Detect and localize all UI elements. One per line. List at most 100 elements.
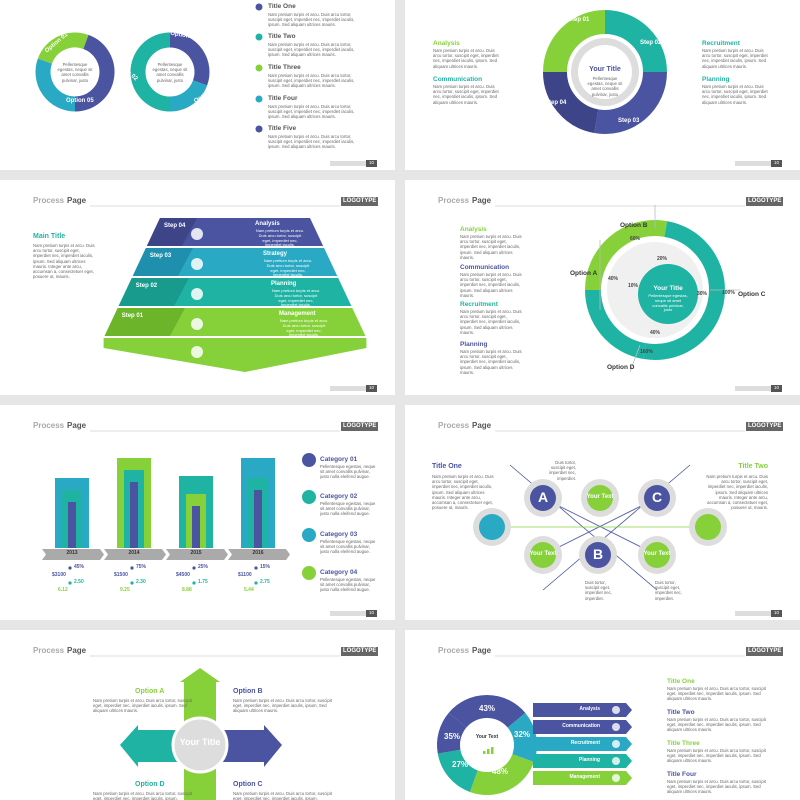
a-value: 2.50 — [74, 579, 84, 585]
item-body: Nam pretium turpis et arcu. Duis arcu to… — [667, 717, 766, 733]
percent-label: 100% — [722, 290, 735, 296]
node-label: A — [537, 489, 549, 505]
item-body: Nam pretium turpis et arcu. Duis arcu to… — [263, 258, 313, 278]
ring-segment — [604, 10, 667, 73]
item-body: Nam pretium turpis et arcu. Duis arcu to… — [268, 134, 355, 150]
pyramid-step — [146, 218, 197, 246]
bullet — [192, 581, 196, 585]
item-title: Recruitment — [460, 301, 498, 308]
icon — [612, 740, 620, 748]
item-title: Title Five — [268, 125, 297, 132]
money-value: $1500 — [114, 572, 128, 578]
ribbon-label: Analysis — [579, 706, 600, 712]
bullet — [254, 581, 258, 585]
option-title: Option B — [233, 688, 263, 695]
header-light: Process — [438, 421, 470, 430]
header-bold: Page — [472, 646, 492, 655]
ring-segment — [74, 34, 115, 112]
ring-segment — [664, 221, 725, 291]
item-title: Planning — [460, 341, 488, 348]
item-body: Nam pretium turpis et arcu. Duis arcu to… — [433, 48, 499, 69]
year-label: 2013 — [66, 550, 78, 556]
b-value: 6.12 — [58, 587, 68, 593]
pie-label: 48% — [491, 767, 509, 776]
item-body: Nam pretium turpis et arcu. Duis arcu to… — [460, 272, 522, 298]
header-bold: Page — [67, 421, 87, 430]
item-title: Communication — [433, 76, 483, 83]
option-body: Nam pretium turpis et arcu. Duis arcu to… — [233, 791, 332, 800]
item-title: Title Three — [667, 740, 700, 747]
option-label: Option A — [570, 270, 598, 277]
item-title: Title Two — [667, 709, 695, 716]
icon-bar — [483, 751, 486, 754]
money-value: $3100 — [52, 572, 66, 578]
item-body: Nam pretium turpis et arcu. Duis arcu to… — [268, 104, 355, 120]
ring-segment — [130, 32, 171, 112]
category-title: Category 04 — [320, 569, 358, 576]
category-body: Pellentesque egestas, neque sit amet con… — [320, 501, 376, 517]
footer-bar — [735, 611, 771, 616]
bullet — [255, 33, 263, 41]
pie-label: 27% — [451, 760, 469, 769]
footer-bar — [330, 161, 366, 166]
bullet — [68, 581, 72, 585]
item-body: Nam pretium turpis et arcu. Duis arcu to… — [433, 84, 499, 105]
icon — [191, 288, 203, 300]
icon — [191, 258, 203, 270]
ring-segment — [437, 712, 468, 754]
item-body: Nam pretium turpis et arcu. Duis arcu to… — [268, 12, 355, 28]
ribbon — [533, 754, 632, 768]
logo: LOGOTYPE — [746, 197, 784, 206]
footer-bar — [330, 611, 366, 616]
year-label: 2016 — [252, 550, 264, 556]
pie-label: 35% — [443, 732, 461, 741]
connector — [629, 344, 641, 373]
year-ribbon — [228, 549, 290, 560]
center-ring — [171, 716, 229, 774]
item-title: Title Four — [667, 771, 697, 778]
header-light: Process — [438, 196, 470, 205]
ribbon-label: Planning — [578, 757, 600, 763]
node-label: B — [592, 546, 604, 562]
logo: LOGOTYPE — [341, 647, 379, 656]
bar-inner — [130, 482, 138, 548]
option-body: Nam pretium turpis et arcu. Duis arcu to… — [233, 698, 332, 714]
item-title: Title One — [667, 678, 695, 685]
title: Title One — [432, 463, 462, 470]
option-label: Option D — [607, 364, 635, 371]
ring-segment — [35, 58, 76, 112]
item-title: Title Three — [268, 64, 301, 71]
node-text: Your Text — [643, 551, 671, 557]
item-body: Nam pretium turpis et arcu. Duis arcu to… — [667, 686, 766, 702]
node-text: Your Text — [586, 494, 614, 500]
category-icon — [302, 566, 316, 580]
bar-inner — [68, 502, 76, 548]
item-body: Nam pretium turpis et arcu. Duis arcu to… — [268, 73, 355, 89]
icon — [191, 346, 203, 358]
bullet — [255, 95, 263, 103]
header-light: Process — [33, 646, 65, 655]
percent-label: 20% — [657, 256, 668, 262]
bar-inner — [254, 490, 262, 548]
node-text: Your Text — [529, 551, 557, 557]
percent-label: 10% — [628, 283, 639, 289]
pyramid-step — [132, 248, 193, 276]
bullet — [68, 566, 72, 570]
ribbon-label: Communication — [562, 723, 600, 729]
percent-label: 30% — [697, 291, 708, 297]
item-body: Nam pretium turpis et arcu. Duis arcu to… — [255, 228, 305, 248]
step-label: Step 03 — [618, 118, 640, 124]
note: Duis tortor, suscipit eget, imperdiet ne… — [549, 460, 576, 481]
ring-segment — [585, 289, 646, 359]
pyramid-step — [104, 308, 185, 336]
ring-segment — [543, 10, 606, 73]
step-label: Step 04 — [545, 100, 567, 106]
option-title: Option A — [135, 688, 165, 695]
percent-label: 160% — [640, 349, 653, 355]
pie-label: 43% — [478, 704, 496, 713]
ring-segment — [169, 79, 208, 112]
logo: LOGOTYPE — [341, 422, 379, 431]
year-ribbon — [42, 549, 104, 560]
option-label: Option C — [738, 291, 766, 298]
